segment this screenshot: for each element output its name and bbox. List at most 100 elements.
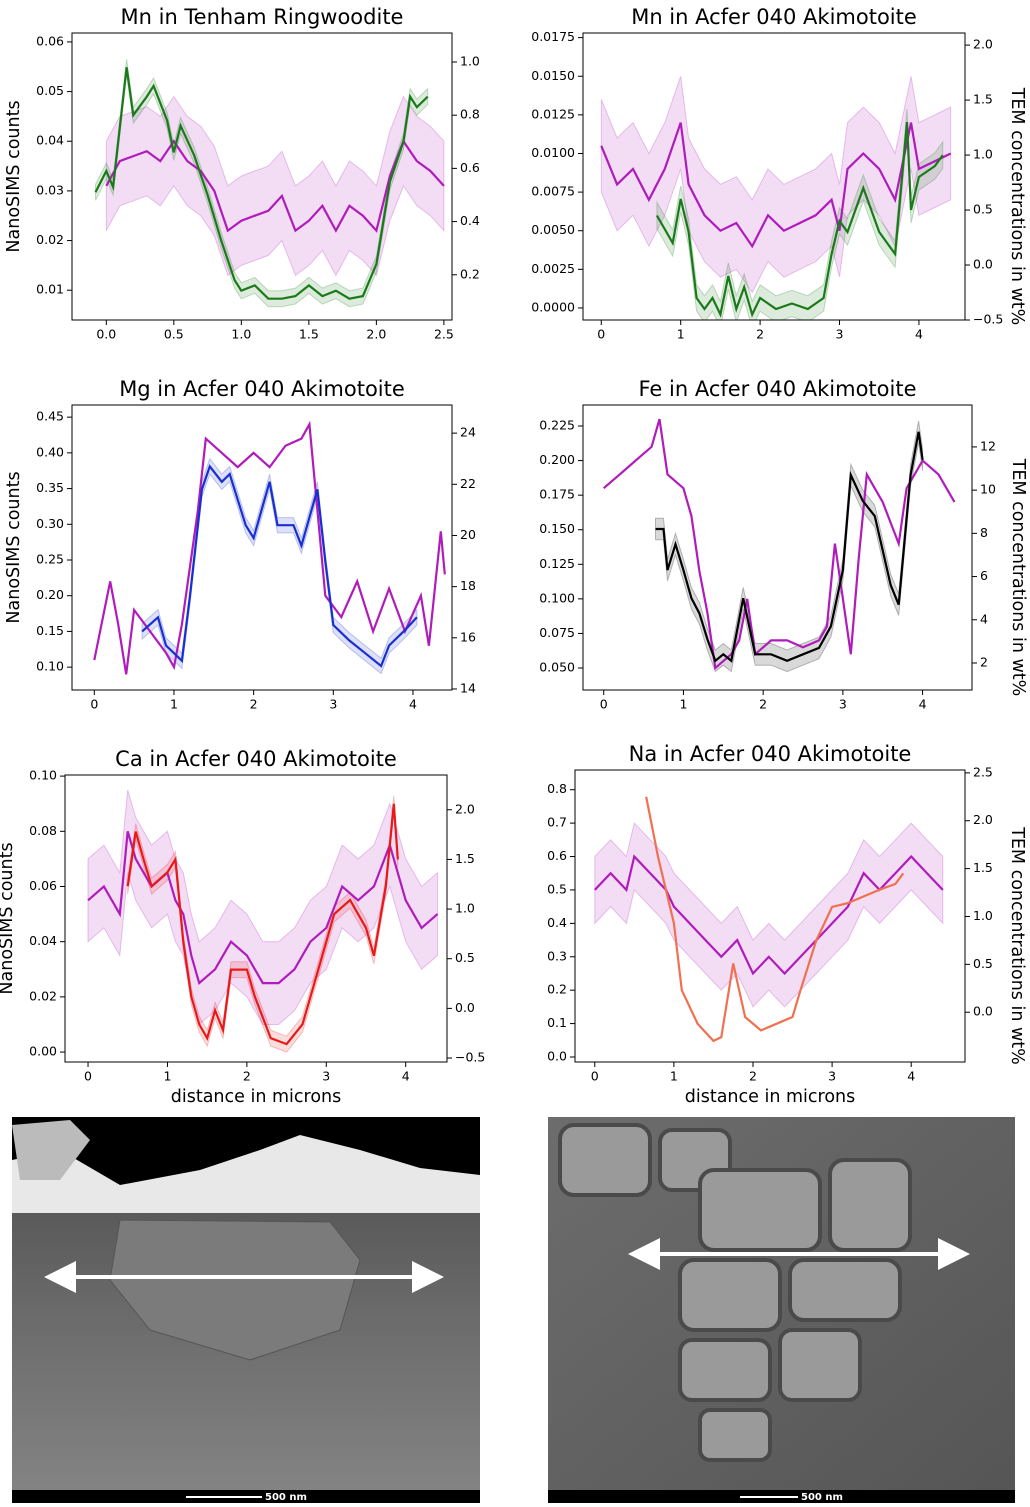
y-tick-label: 0.15 <box>36 623 64 638</box>
x-tick-label: 2 <box>759 697 767 712</box>
y-tick-label: 0.0 <box>547 1048 567 1063</box>
y2-tick-label: 0.8 <box>460 107 480 122</box>
y2-tick-label: 1.0 <box>973 908 993 923</box>
y-tick-label: 0.3 <box>547 948 567 963</box>
y-tick-label: 0.05 <box>36 83 64 98</box>
y2-tick-label: 2 <box>980 654 988 669</box>
y-tick-label: 0.01 <box>36 282 64 297</box>
plot-frame <box>64 774 448 1063</box>
y2-tick-label: 22 <box>460 476 476 491</box>
y2-axis-label: TEM concentrations in wt% <box>1007 826 1027 1065</box>
y-tick-label: 0.04 <box>36 133 64 148</box>
y-tick-label: 0.0050 <box>531 222 575 237</box>
y-tick-label: 0.1 <box>547 1015 567 1030</box>
x-tick-label: 3 <box>839 697 847 712</box>
x-axis-label: distance in microns <box>171 1087 342 1107</box>
x-axis-label: distance in microns <box>685 1087 856 1107</box>
chart-title: Fe in Acfer 040 Akimotoite <box>638 377 916 401</box>
x-tick-label: 4 <box>915 327 923 342</box>
chart-title: Mn in Acfer 040 Akimotoite <box>631 5 917 29</box>
plot-area <box>93 420 446 675</box>
y2-tick-label: 1.5 <box>973 860 993 875</box>
image-grains <box>558 1123 912 1462</box>
plot-area <box>87 789 439 1053</box>
y-axis-label: NanoSIMS counts <box>4 100 24 252</box>
y2-tick-label: 24 <box>460 425 476 440</box>
y-tick-label: 0.06 <box>36 33 64 48</box>
tem-image-left: 500 nm <box>12 1117 480 1503</box>
y-tick-label: 0.200 <box>539 452 575 467</box>
y2-tick-label: 16 <box>460 629 476 644</box>
y2-tick-label: 1.0 <box>460 53 480 68</box>
chart: 0 1 2 3 4 0.10 0.15 0.20 0.25 0.30 0.35 0.40 0.45 14 1… <box>4 377 476 712</box>
y-axis-label: NanoSIMS counts <box>4 471 24 623</box>
y-tick-label: 0.06 <box>29 878 57 893</box>
x-tick-label: 0.5 <box>164 327 184 342</box>
y-tick-label: 0.150 <box>539 521 575 536</box>
y-tick-label: 0.050 <box>539 660 575 675</box>
chart: 0 1 2 3 4 0.00 0.02 0.04 0.06 0.08 0.10 −0.5 0.0 0.5 1… <box>0 747 485 1107</box>
y-tick-label: 0.35 <box>36 480 64 495</box>
error-band <box>656 108 944 320</box>
y-tick-label: 0.45 <box>36 409 64 424</box>
y-tick-label: 0.20 <box>36 587 64 602</box>
scale-label: 500 nm <box>801 1492 843 1503</box>
y2-axis-label: TEM concentrations in wt% <box>1008 458 1028 697</box>
x-tick-label: 0 <box>90 697 98 712</box>
y-tick-label: 0.8 <box>547 781 567 796</box>
y-tick-label: 0.0075 <box>531 184 575 199</box>
y-tick-label: 0.08 <box>29 823 57 838</box>
x-tick-label: 2.5 <box>434 327 454 342</box>
x-tick-label: 3 <box>836 327 844 342</box>
y-tick-label: 0.10 <box>36 659 64 674</box>
y2-tick-label: 0.4 <box>460 213 480 228</box>
y-tick-label: 0.7 <box>547 815 567 830</box>
y-tick-label: 0.02 <box>36 232 64 247</box>
plot-area <box>600 76 952 320</box>
y-tick-label: 0.0100 <box>531 145 575 160</box>
y2-tick-label: 0.5 <box>455 950 475 965</box>
x-tick-label: 0.0 <box>96 327 116 342</box>
y2-tick-label: 0.6 <box>460 160 480 175</box>
y2-tick-label: 0.0 <box>973 257 993 272</box>
x-tick-label: 4 <box>919 697 927 712</box>
y2-tick-label: 0.0 <box>973 1004 993 1019</box>
y-tick-label: 0.10 <box>29 768 57 783</box>
x-tick-label: 4 <box>409 697 417 712</box>
y-tick-label: 0.40 <box>36 444 64 459</box>
plot-frame <box>574 769 966 1063</box>
y-tick-label: 0.6 <box>547 848 567 863</box>
y-tick-label: 0.4 <box>547 915 567 930</box>
y2-tick-label: 2.0 <box>973 37 993 52</box>
series-line <box>94 67 429 300</box>
chart: 0.0 0.5 1.0 1.5 2.0 2.5 0.01 0.02 0.03 0.04 0.05 0.… <box>4 5 480 342</box>
y-tick-label: 0.02 <box>29 988 57 1003</box>
y2-tick-label: 0.5 <box>973 202 993 217</box>
y-tick-label: 0.5 <box>547 881 567 896</box>
error-band <box>594 822 944 1008</box>
error-band <box>600 76 952 294</box>
y-tick-label: 0.225 <box>539 418 575 433</box>
y2-tick-label: −0.5 <box>973 312 1003 327</box>
y-tick-label: 0.125 <box>539 556 575 571</box>
chart-title: Ca in Acfer 040 Akimotoite <box>115 747 397 771</box>
y2-tick-label: 8 <box>980 525 988 540</box>
y-tick-label: 0.00 <box>29 1044 57 1059</box>
plot-frame <box>71 32 453 321</box>
error-band <box>87 789 438 1026</box>
x-tick-label: 2 <box>243 1069 251 1084</box>
x-tick-label: 1 <box>170 697 178 712</box>
y-tick-label: 0.0025 <box>531 261 575 276</box>
plot-frame <box>582 404 973 691</box>
x-tick-label: 3 <box>322 1069 330 1084</box>
y-tick-label: 0.0000 <box>531 299 575 314</box>
series-line <box>594 854 944 976</box>
x-tick-label: 4 <box>402 1069 410 1084</box>
series-line <box>655 431 924 663</box>
x-tick-label: 1 <box>670 1069 678 1084</box>
x-tick-label: 0 <box>591 1069 599 1084</box>
y2-tick-label: 12 <box>980 438 996 453</box>
x-tick-label: 2 <box>756 327 764 342</box>
y2-tick-label: −0.5 <box>455 1050 485 1065</box>
series-line <box>93 420 446 675</box>
